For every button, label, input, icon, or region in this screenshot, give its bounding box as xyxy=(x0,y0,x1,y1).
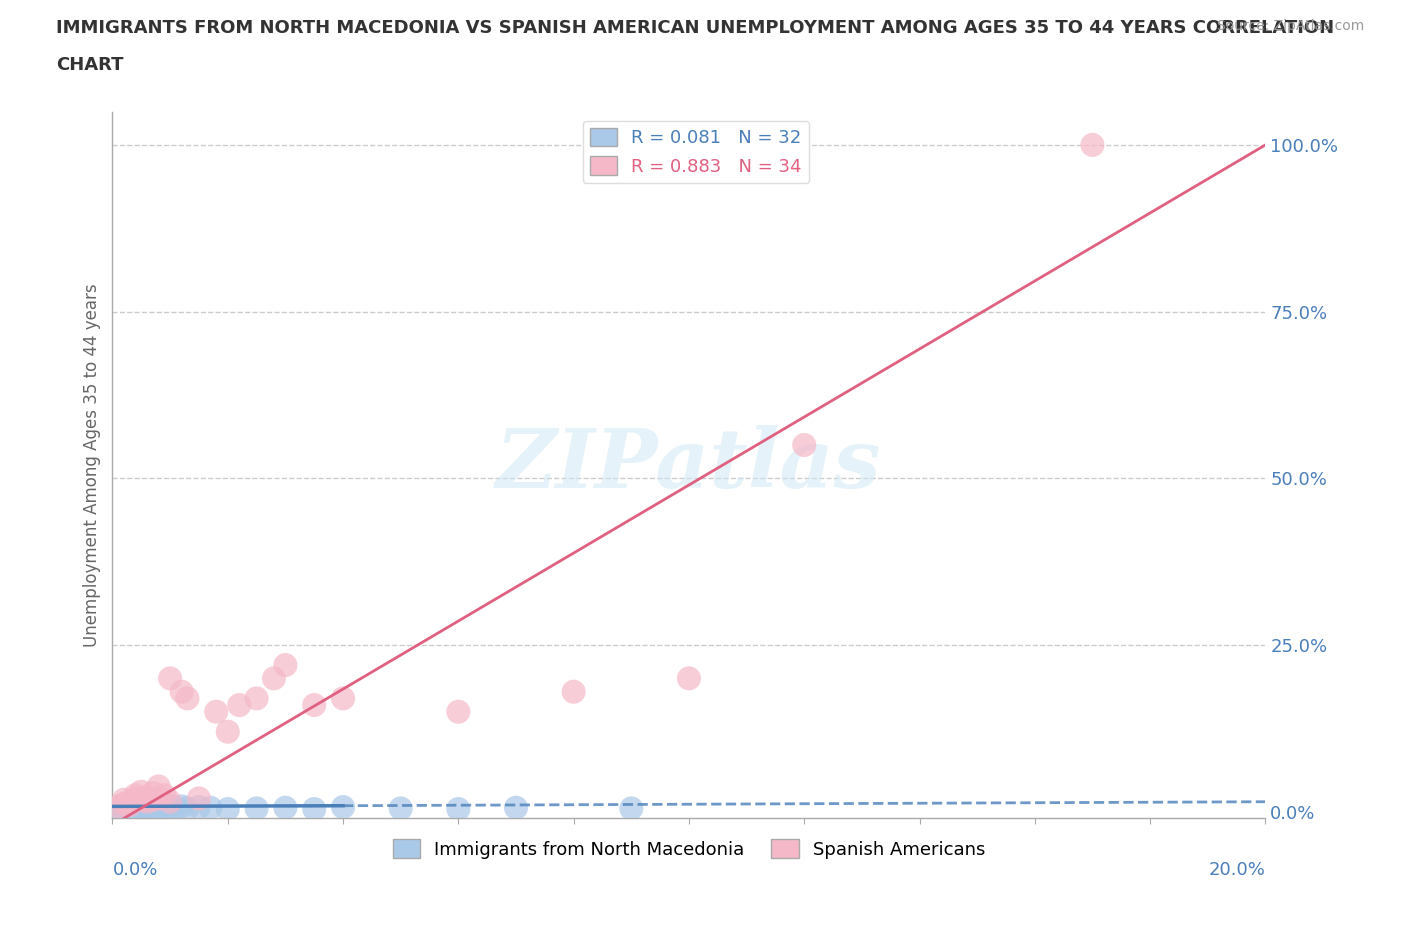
Point xyxy=(793,437,815,452)
Point xyxy=(165,801,187,816)
Point xyxy=(1081,138,1104,153)
Point xyxy=(217,802,239,817)
Point xyxy=(159,798,181,813)
Point xyxy=(153,800,176,815)
Point xyxy=(112,796,135,811)
Point xyxy=(142,792,165,807)
Point xyxy=(176,691,198,706)
Point xyxy=(159,794,181,809)
Point xyxy=(112,799,135,814)
Point xyxy=(176,801,198,816)
Point xyxy=(188,800,211,815)
Point xyxy=(205,704,228,719)
Point xyxy=(332,691,354,706)
Point xyxy=(124,788,146,803)
Point xyxy=(447,704,470,719)
Text: CHART: CHART xyxy=(56,56,124,73)
Point xyxy=(170,684,193,699)
Text: IMMIGRANTS FROM NORTH MACEDONIA VS SPANISH AMERICAN UNEMPLOYMENT AMONG AGES 35 T: IMMIGRANTS FROM NORTH MACEDONIA VS SPANI… xyxy=(56,19,1334,36)
Point xyxy=(112,803,135,817)
Point xyxy=(124,799,146,814)
Point xyxy=(142,786,165,801)
Point xyxy=(142,803,165,817)
Point xyxy=(148,796,170,811)
Point xyxy=(200,801,222,816)
Point xyxy=(620,801,643,816)
Point xyxy=(107,799,129,814)
Point xyxy=(228,698,250,712)
Point xyxy=(170,799,193,814)
Legend: Immigrants from North Macedonia, Spanish Americans: Immigrants from North Macedonia, Spanish… xyxy=(385,832,993,866)
Point xyxy=(447,802,470,817)
Point xyxy=(274,801,297,816)
Point xyxy=(129,796,153,811)
Point xyxy=(153,788,176,803)
Point xyxy=(304,802,326,817)
Text: 0.0%: 0.0% xyxy=(112,861,157,879)
Point xyxy=(159,802,181,817)
Text: 20.0%: 20.0% xyxy=(1209,861,1265,879)
Point xyxy=(217,724,239,739)
Point xyxy=(118,798,141,813)
Point xyxy=(274,658,297,672)
Point xyxy=(246,801,269,816)
Point xyxy=(263,671,285,685)
Y-axis label: Unemployment Among Ages 35 to 44 years: Unemployment Among Ages 35 to 44 years xyxy=(83,284,101,646)
Text: Source: ZipAtlas.com: Source: ZipAtlas.com xyxy=(1216,19,1364,33)
Point xyxy=(148,790,170,805)
Point xyxy=(124,790,146,805)
Point xyxy=(129,802,153,817)
Point xyxy=(304,698,326,712)
Point xyxy=(505,801,527,816)
Point xyxy=(129,792,153,807)
Point xyxy=(678,671,700,685)
Point xyxy=(136,801,159,816)
Point xyxy=(389,801,412,816)
Text: ZIPatlas: ZIPatlas xyxy=(496,425,882,505)
Point xyxy=(136,790,159,804)
Point xyxy=(148,801,170,816)
Point xyxy=(142,799,165,814)
Point xyxy=(562,684,585,699)
Point xyxy=(112,792,135,807)
Point xyxy=(159,671,181,685)
Point xyxy=(148,779,170,794)
Point xyxy=(118,801,141,816)
Point xyxy=(246,691,269,706)
Point xyxy=(124,803,146,817)
Point xyxy=(129,784,153,799)
Point xyxy=(332,800,354,815)
Point xyxy=(118,794,141,809)
Point xyxy=(188,790,211,805)
Point xyxy=(136,798,159,813)
Point xyxy=(136,794,159,809)
Point xyxy=(118,798,141,813)
Point xyxy=(107,801,129,816)
